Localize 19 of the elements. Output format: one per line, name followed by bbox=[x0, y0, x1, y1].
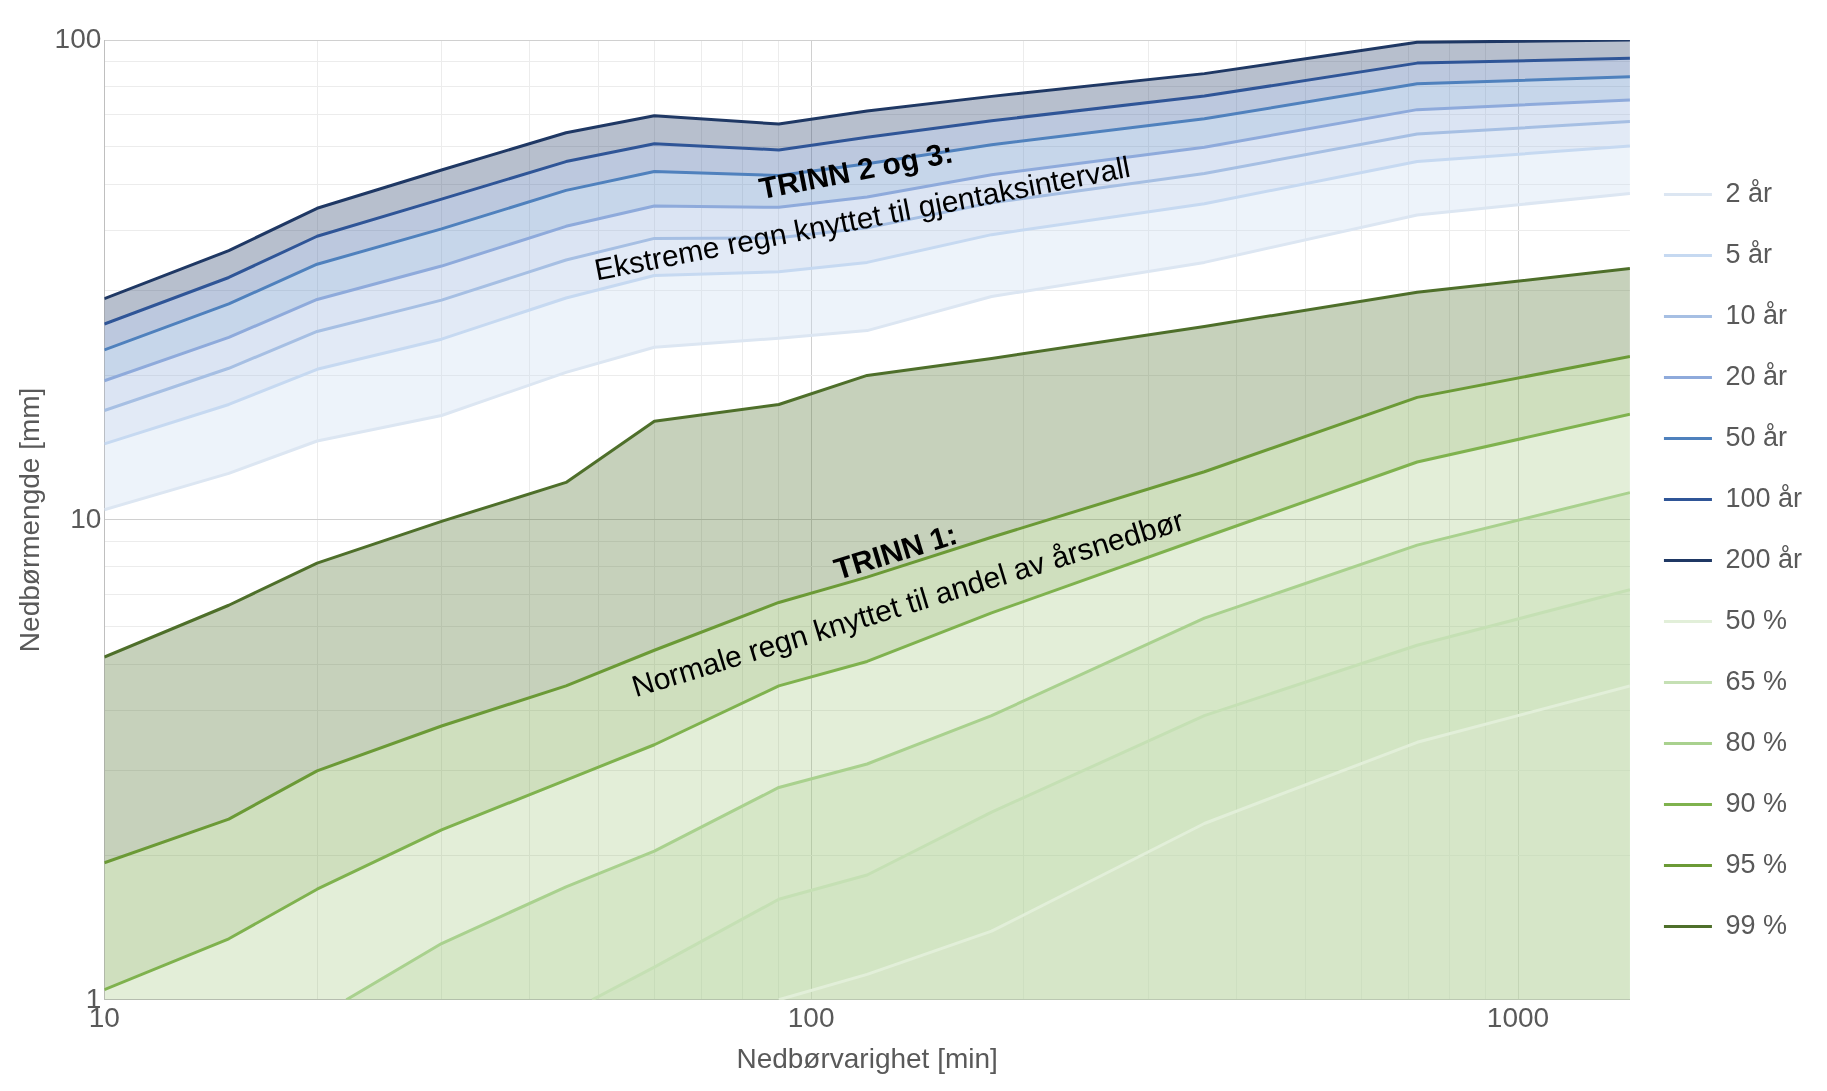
legend-label: 50 % bbox=[1725, 604, 1787, 635]
legend-label: 2 år bbox=[1725, 177, 1772, 208]
legend-label: 50 år bbox=[1725, 421, 1787, 452]
legend-label: 65 % bbox=[1725, 665, 1787, 696]
legend-label: 20 år bbox=[1725, 360, 1787, 391]
legend-label: 99 % bbox=[1725, 909, 1787, 940]
legend-label: 80 % bbox=[1725, 726, 1787, 757]
y-axis-title: Nedbørmengde [mm] bbox=[13, 387, 45, 653]
y-tick-label: 10 bbox=[70, 502, 102, 534]
legend-label: 100 år bbox=[1725, 482, 1803, 513]
x-tick-label: 1000 bbox=[1486, 1002, 1550, 1034]
x-tick-label: 100 bbox=[787, 1002, 835, 1034]
legend-label: 95 % bbox=[1725, 848, 1787, 879]
legend-label: 200 år bbox=[1725, 543, 1803, 574]
legend-label: 10 år bbox=[1725, 299, 1787, 330]
x-axis-title: Nedbørvarighet [min] bbox=[736, 1042, 998, 1074]
y-tick-label: 100 bbox=[54, 22, 102, 54]
legend-label: 90 % bbox=[1725, 787, 1787, 818]
legend-label: 5 år bbox=[1725, 238, 1772, 269]
